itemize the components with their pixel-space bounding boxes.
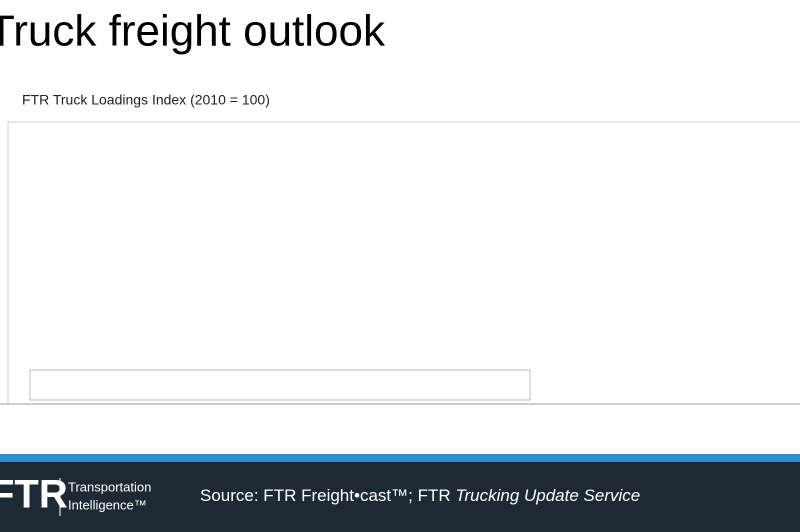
footer-stripe xyxy=(0,454,800,462)
source-text: Source: FTR Freight•cast™; FTR xyxy=(200,486,455,505)
tagline: Intelligence™ xyxy=(68,497,147,512)
legend-box xyxy=(29,369,531,401)
plot-frame xyxy=(7,121,800,405)
logo: FTR xyxy=(0,473,68,517)
chart-title: FTR Truck Loadings Index (2010 = 100) xyxy=(22,92,270,108)
slide-title: Truck freight outlook xyxy=(0,7,386,56)
source-italic: Trucking Update Service xyxy=(455,486,640,505)
tagline: Transportation xyxy=(68,479,151,494)
footer-bar xyxy=(0,462,800,532)
source: Source: FTR Freight•cast™; FTR Trucking … xyxy=(200,486,640,505)
